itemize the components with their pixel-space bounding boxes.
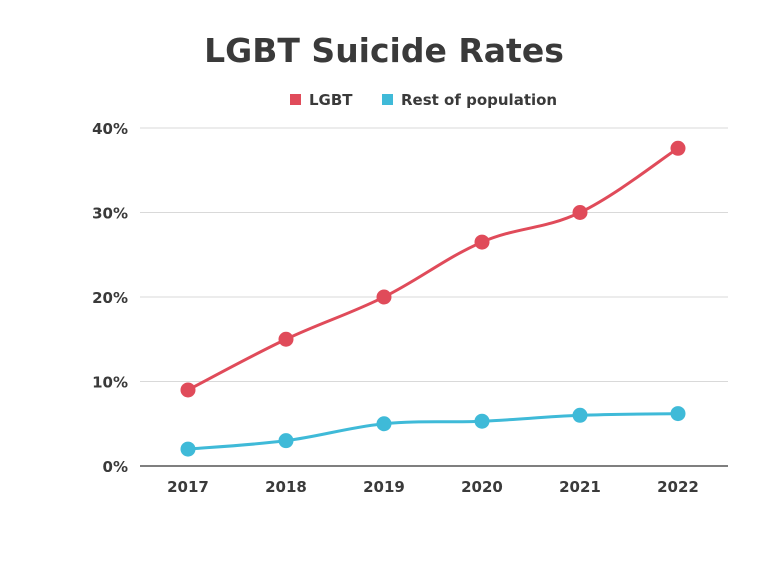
gridlines: [140, 127, 728, 467]
y-tick-label: 10%: [92, 374, 128, 392]
series-rest-of-population: [180, 406, 686, 457]
legend-item-rest-of-population[interactable]: Rest of population: [382, 91, 557, 109]
y-tick-label: 20%: [92, 289, 128, 307]
data-point-lgbt[interactable]: [278, 331, 294, 347]
data-point-lgbt[interactable]: [474, 234, 490, 250]
data-point-rest-of-population[interactable]: [572, 407, 588, 423]
x-tick-label: 2020: [461, 478, 503, 496]
data-point-lgbt[interactable]: [180, 382, 196, 398]
legend-item-lgbt[interactable]: LGBT: [290, 91, 353, 109]
legend: LGBT Rest of population: [290, 91, 557, 109]
legend-label: Rest of population: [401, 91, 557, 109]
data-point-lgbt[interactable]: [572, 205, 588, 220]
series-line-lgbt: [186, 146, 680, 392]
series-lgbt: [180, 140, 686, 398]
data-point-rest-of-population[interactable]: [670, 406, 686, 422]
legend-swatch: [382, 94, 393, 105]
y-tick-label: 40%: [92, 120, 128, 138]
data-point-rest-of-population[interactable]: [278, 433, 294, 449]
data-point-rest-of-population[interactable]: [180, 441, 196, 457]
chart-title: LGBT Suicide Rates: [204, 31, 564, 70]
y-tick-label: 30%: [92, 205, 128, 223]
y-tick-label: 0%: [103, 458, 128, 476]
x-tick-label: 2021: [559, 478, 601, 496]
legend-label: LGBT: [309, 91, 353, 109]
data-point-rest-of-population[interactable]: [474, 413, 490, 429]
series-layer: [180, 140, 686, 457]
x-tick-label: 2022: [657, 478, 699, 496]
data-point-lgbt[interactable]: [376, 289, 392, 305]
series-line-rest-of-population: [186, 412, 680, 451]
x-tick-label: 2018: [265, 478, 307, 496]
y-axis-ticks: 0% 10% 20% 30% 40%: [92, 120, 128, 476]
x-tick-label: 2017: [167, 478, 209, 496]
x-tick-label: 2019: [363, 478, 405, 496]
data-point-lgbt[interactable]: [670, 140, 686, 156]
legend-swatch: [290, 94, 301, 105]
x-axis-ticks: 2017 2018 2019 2020 2021 2022: [167, 478, 699, 496]
data-point-rest-of-population[interactable]: [376, 416, 392, 432]
